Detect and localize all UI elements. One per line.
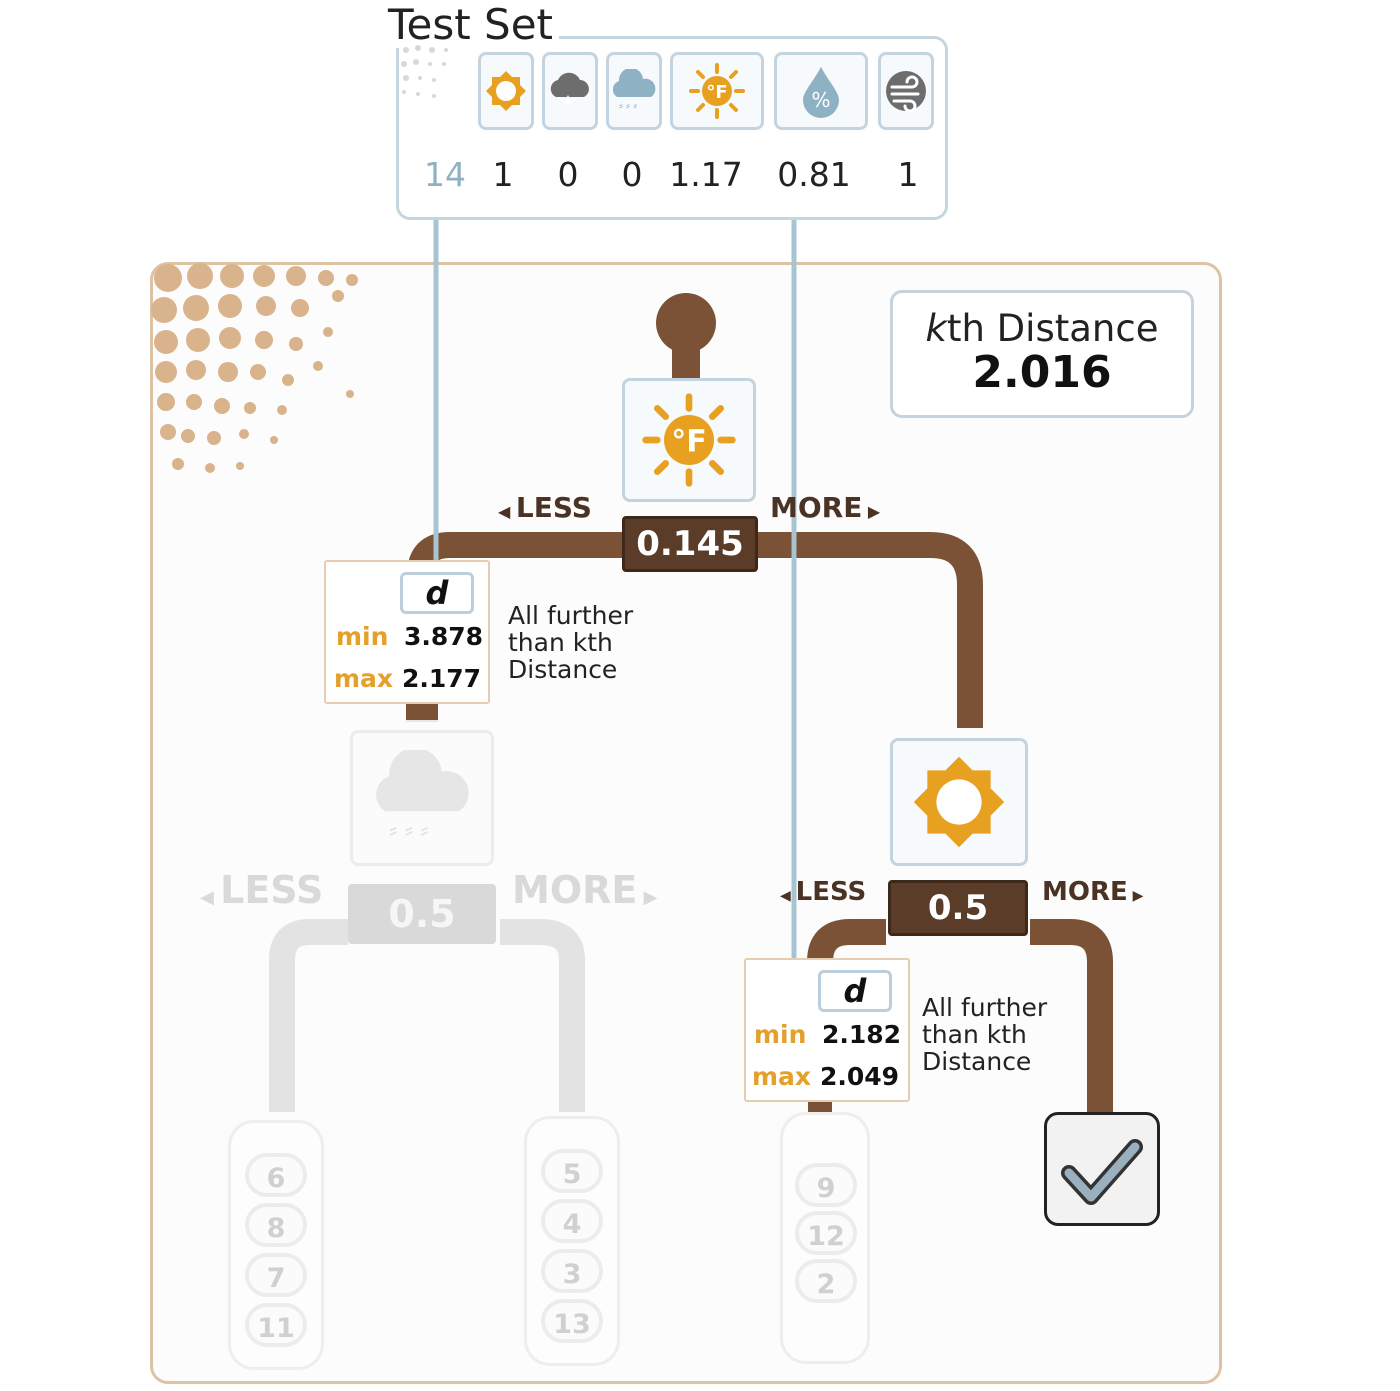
more-arrow-icon: ▶ xyxy=(862,502,881,521)
leaf-item: 5 xyxy=(541,1149,603,1193)
min-row: min 3.878 xyxy=(336,622,484,651)
humidity-icon: % xyxy=(774,52,868,130)
test-set-dots xyxy=(401,45,448,98)
test-value-6: 0.81 xyxy=(777,155,851,194)
right-stub xyxy=(808,1100,832,1112)
more-arrow-icon: ▶ xyxy=(637,887,658,908)
leaf-item: 9 xyxy=(795,1163,857,1207)
test-value-1: 14 xyxy=(424,155,466,194)
less-arrow-icon: ◀ xyxy=(498,502,516,521)
wind-icon xyxy=(878,52,934,130)
leaf-item: 2 xyxy=(795,1259,857,1303)
ghost-threshold-sign: 0.5 xyxy=(348,884,496,944)
checkmark-icon xyxy=(1044,1112,1160,1226)
root-pruned-note: All further than kth Distance xyxy=(508,601,634,684)
max-row: max 2.049 xyxy=(752,1062,900,1091)
test-value-2: 1 xyxy=(492,155,514,194)
right-less-label: ◀ LESS xyxy=(780,877,867,907)
test-value-7: 1 xyxy=(897,155,919,194)
root-handle xyxy=(656,293,716,382)
leaf-item: 8 xyxy=(245,1203,307,1247)
less-arrow-icon: ◀ xyxy=(780,888,796,904)
svg-text:⸗ ⸗ ⸗: ⸗ ⸗ ⸗ xyxy=(619,99,637,112)
leaf-item: 7 xyxy=(245,1253,307,1297)
ghost-feature-snow-icon: ⸗ ⸗ ⸗ xyxy=(350,730,494,866)
svg-text:⸗ ⸗ ⸗: ⸗ ⸗ ⸗ xyxy=(389,815,428,843)
min-row: min 2.182 xyxy=(754,1020,902,1049)
distance-label: d xyxy=(400,572,474,614)
leaf-item: 6 xyxy=(245,1153,307,1197)
cloud-snow-icon: ⸗ ⸗ ⸗ xyxy=(606,52,662,130)
test-set-title: Test Set xyxy=(388,2,560,48)
right-threshold-sign: 0.5 xyxy=(888,880,1028,936)
leaf-node-right-left: 9 12 2 xyxy=(780,1112,870,1364)
temperature-fahrenheit-icon: °F xyxy=(670,52,764,130)
svg-text:°F: °F xyxy=(671,425,707,460)
root-less-label: ◀ LESS xyxy=(498,491,592,524)
leaf-node-left-left: 6 8 7 11 xyxy=(228,1120,324,1370)
root-pruned-card: d min 3.878 max 2.177 xyxy=(324,560,490,704)
root-feature-temperature-icon: °F xyxy=(622,378,756,502)
max-row: max 2.177 xyxy=(334,664,482,693)
leaf-node-left-right: 5 4 3 13 xyxy=(524,1116,620,1366)
sun-icon xyxy=(478,52,534,130)
test-value-3: 0 xyxy=(557,155,579,194)
kth-distance-value: 2.016 xyxy=(972,347,1112,398)
decorative-dots xyxy=(151,263,358,473)
ghost-more-label: MORE ▶ xyxy=(512,868,658,912)
kth-distance-box: kth Distance 2.016 xyxy=(890,290,1194,418)
test-value-4: 0 xyxy=(621,155,643,194)
svg-text:%: % xyxy=(811,88,830,112)
right-pruned-card: d min 2.182 max 2.049 xyxy=(744,958,910,1102)
more-arrow-icon: ▶ xyxy=(1127,888,1144,904)
ghost-less-label: ◀ LESS xyxy=(200,868,324,912)
right-more-label: MORE ▶ xyxy=(1042,877,1144,907)
right-pruned-note: All further than kth Distance xyxy=(922,993,1048,1076)
leaf-item: 12 xyxy=(795,1211,857,1255)
leaf-item: 11 xyxy=(245,1303,307,1347)
leaf-item: 3 xyxy=(541,1249,603,1293)
left-stub xyxy=(406,702,438,720)
test-value-5: 1.17 xyxy=(669,155,743,194)
less-arrow-icon: ◀ xyxy=(200,887,221,908)
root-more-label: MORE ▶ xyxy=(770,491,881,524)
cloud-rain-icon xyxy=(542,52,598,130)
root-threshold-sign: 0.145 xyxy=(622,516,758,572)
leaf-item: 13 xyxy=(541,1299,603,1343)
leaf-item: 4 xyxy=(541,1199,603,1243)
kth-distance-label: kth Distance xyxy=(925,307,1159,350)
query-wires xyxy=(433,220,797,960)
distance-label: d xyxy=(818,970,892,1012)
right-feature-sun-icon xyxy=(890,738,1028,866)
svg-text:°F: °F xyxy=(706,82,727,103)
